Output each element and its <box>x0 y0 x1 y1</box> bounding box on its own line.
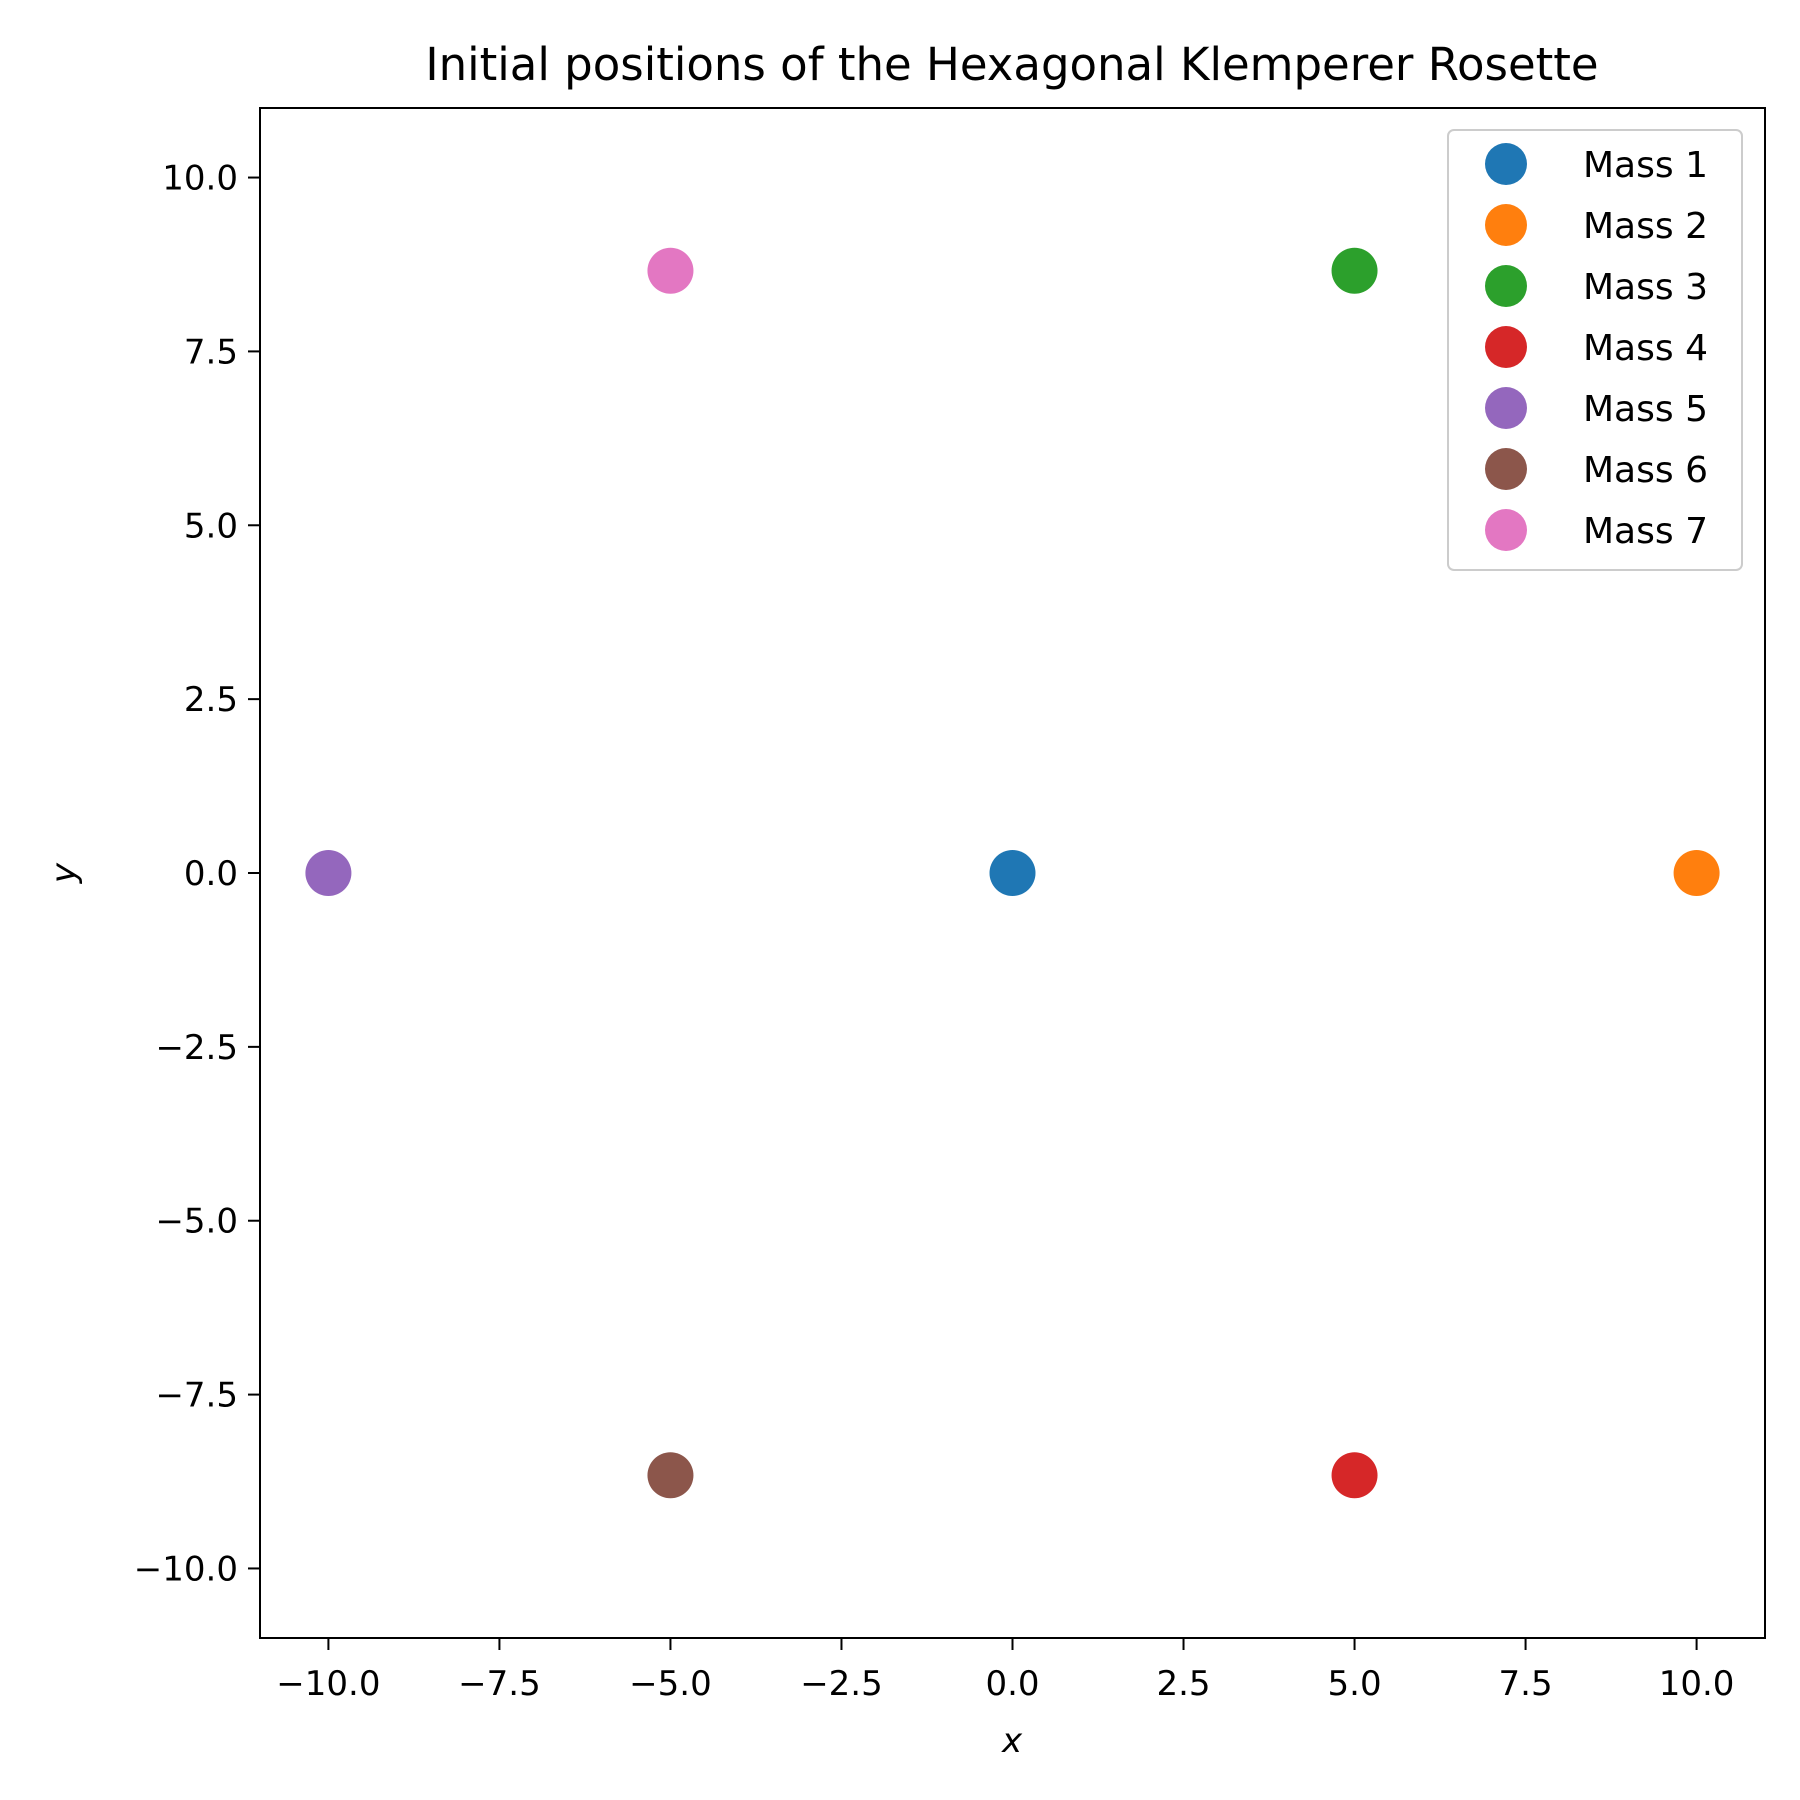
legend-marker-mass-1 <box>1485 143 1527 185</box>
legend: Mass 1 Mass 2 Mass 3 Mass 4 Mass 5 Mass 6 Mass… <box>1447 129 1743 571</box>
y-tick-label: −7.5 <box>155 1376 238 1416</box>
x-tick-label: −7.5 <box>458 1664 541 1704</box>
data-point-mass-5 <box>305 850 352 896</box>
data-points <box>305 247 1720 1499</box>
y-axis-label: y <box>44 862 84 884</box>
x-tick-label: −2.5 <box>800 1664 883 1704</box>
x-tick-label: 0.0 <box>985 1664 1039 1704</box>
legend-label-mass-3: Mass 3 <box>1583 267 1708 308</box>
legend-marker-mass-7 <box>1485 509 1527 551</box>
x-axis-label: x <box>1001 1721 1023 1761</box>
legend-marker-mass-2 <box>1485 204 1527 246</box>
data-point-mass-4 <box>1331 1452 1378 1499</box>
data-point-mass-7 <box>647 247 694 294</box>
x-tick-label: −5.0 <box>629 1664 712 1704</box>
legend-entries: Mass 1 Mass 2 Mass 3 Mass 4 Mass 5 Mass 6 Mass… <box>1485 143 1708 552</box>
legend-marker-mass-3 <box>1485 265 1527 307</box>
data-point-mass-3 <box>1331 247 1378 294</box>
y-tick-label: −10.0 <box>134 1549 238 1589</box>
legend-label-mass-7: Mass 7 <box>1583 511 1708 552</box>
chart-title: Initial positions of the Hexagonal Klemp… <box>425 38 1598 91</box>
x-tick-label: 10.0 <box>1659 1664 1735 1704</box>
data-point-mass-2 <box>1673 850 1720 896</box>
y-tick-label: −2.5 <box>155 1028 238 1068</box>
legend-label-mass-5: Mass 5 <box>1583 389 1708 430</box>
y-tick-label: −5.0 <box>155 1202 238 1242</box>
legend-marker-mass-6 <box>1485 448 1527 490</box>
y-axis-ticks: −10.0 −7.5 −5.0 −2.5 0.0 2.5 5.0 7.5 10.0 <box>134 159 260 1589</box>
legend-label-mass-2: Mass 2 <box>1583 206 1708 247</box>
legend-label-mass-4: Mass 4 <box>1583 328 1708 369</box>
x-tick-label: 2.5 <box>1156 1664 1210 1704</box>
y-tick-label: 5.0 <box>184 506 238 546</box>
legend-label-mass-1: Mass 1 <box>1583 145 1708 186</box>
legend-label-mass-6: Mass 6 <box>1583 450 1708 491</box>
x-tick-label: −10.0 <box>276 1664 380 1704</box>
y-tick-label: 0.0 <box>184 854 238 894</box>
x-tick-label: 7.5 <box>1499 1664 1553 1704</box>
data-point-mass-6 <box>647 1452 694 1499</box>
data-point-mass-1 <box>989 850 1036 896</box>
legend-marker-mass-5 <box>1485 387 1527 429</box>
y-tick-label: 7.5 <box>184 332 238 372</box>
y-tick-label: 10.0 <box>162 159 238 199</box>
legend-marker-mass-4 <box>1485 326 1527 368</box>
x-tick-label: 5.0 <box>1328 1664 1382 1704</box>
y-tick-label: 2.5 <box>184 680 238 720</box>
x-axis-ticks: −10.0 −7.5 −5.0 −2.5 0.0 2.5 5.0 7.5 10.0 <box>276 1638 1734 1704</box>
